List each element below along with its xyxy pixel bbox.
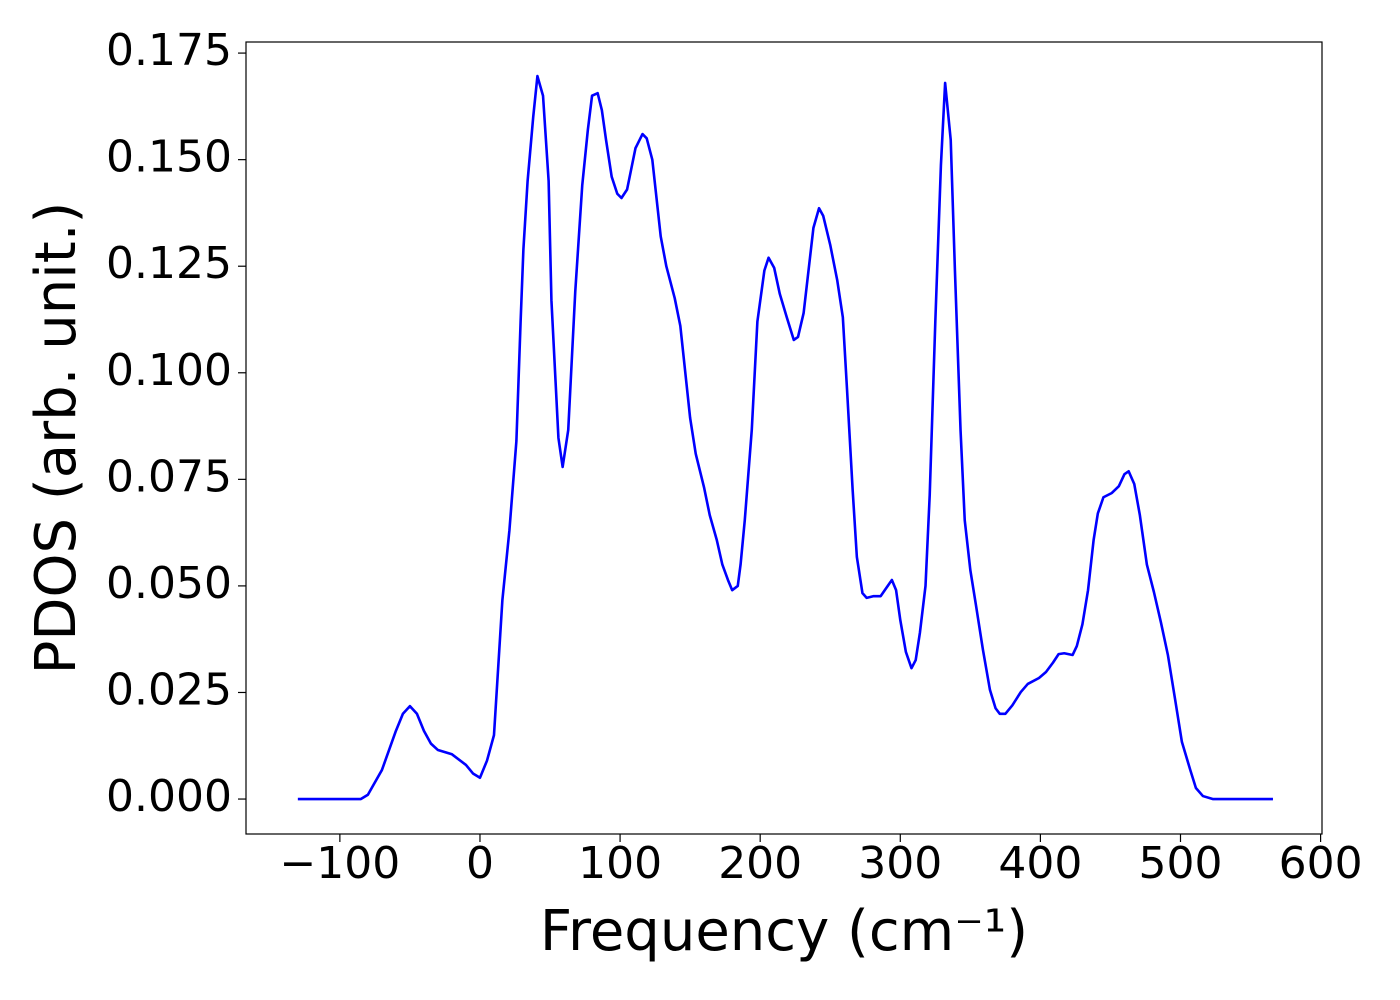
y-tick-label: 0.000	[106, 771, 232, 822]
x-tick-label: 600	[1279, 838, 1363, 889]
y-tick-label: 0.025	[106, 664, 232, 715]
x-tick-label: 300	[858, 838, 942, 889]
y-tick-label: 0.100	[106, 345, 232, 396]
y-axis-label: PDOS (arb. unit.)	[24, 202, 89, 675]
data-line	[297, 74, 1273, 801]
x-tick-label: 400	[998, 838, 1082, 889]
x-tick-label: −100	[279, 838, 400, 889]
x-tick-label: 0	[466, 838, 494, 889]
y-tick-label: 0.050	[106, 558, 232, 609]
x-axis-label: Frequency (cm⁻¹)	[540, 899, 1028, 964]
y-tick-label: 0.150	[106, 132, 232, 183]
x-tick-label: 500	[1139, 838, 1223, 889]
x-tick-label: 200	[718, 838, 802, 889]
y-tick-label: 0.175	[106, 25, 232, 76]
y-tick-label: 0.125	[106, 238, 232, 289]
x-tick-label: 100	[578, 838, 662, 889]
plot-frame	[245, 41, 1323, 835]
y-tick-label: 0.075	[106, 451, 232, 502]
